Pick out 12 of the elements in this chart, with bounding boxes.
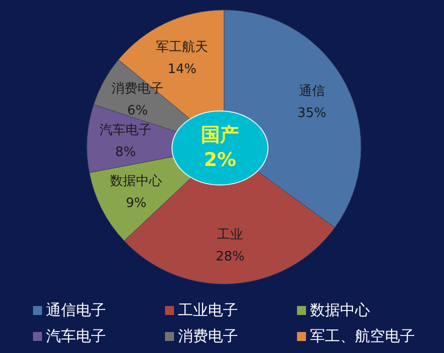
legend-label: 消费电子 <box>178 327 238 345</box>
data-label: 军工航天 14% <box>156 40 208 77</box>
data-label: 数据中心 9% <box>110 172 162 211</box>
data-label: 工业 28% <box>216 227 245 264</box>
legend-label: 军工、航空电子 <box>310 327 415 345</box>
legend-label: 数据中心 <box>310 301 370 319</box>
legend-label: 汽车电子 <box>46 327 106 345</box>
data-label: 汽车电子 8% <box>100 122 152 160</box>
text: 国产 2% <box>201 124 239 171</box>
data-label: 通信 35% <box>297 84 326 122</box>
legend-label: 工业电子 <box>178 301 238 319</box>
legend-label: 通信电子 <box>46 301 106 319</box>
